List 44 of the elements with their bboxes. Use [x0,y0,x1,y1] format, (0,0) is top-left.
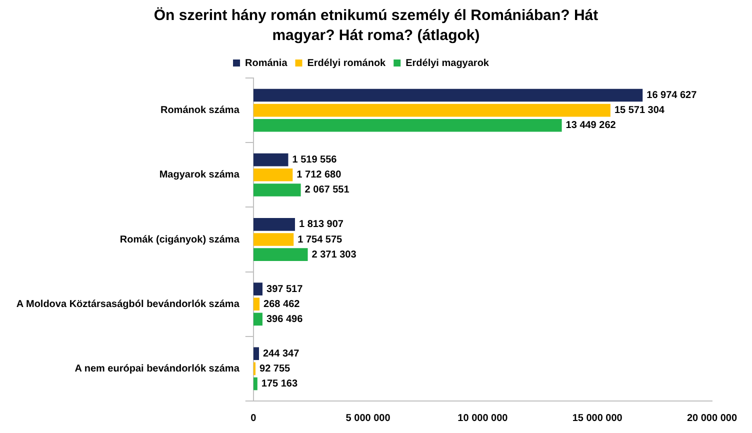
legend-label: Erdélyi románok [307,58,386,69]
x-tick-label: 5 000 000 [346,412,391,424]
y-tick-label: A Moldova Köztársaságból bevándorlók száma [16,298,240,310]
data-label: 2 067 551 [304,184,350,196]
data-label: 1 813 907 [298,219,344,230]
x-tick-label: 15 000 000 [572,412,623,424]
bar [253,104,610,117]
data-label: 2 371 303 [312,249,357,260]
data-label: 16 974 627 [646,90,698,101]
y-tick-label: Magyarok száma [159,170,240,181]
bar [253,312,262,326]
bar [253,282,263,296]
bar [253,248,308,261]
data-label: 1 754 575 [298,234,343,246]
data-label: 396 496 [266,314,304,325]
data-label: 92 755 [260,363,291,374]
bar [253,362,256,376]
bar [253,298,260,311]
legend-label: Románia [245,58,288,69]
data-label: 244 347 [262,348,300,360]
y-tick-label: A nem európai bevándorlók száma [74,363,240,374]
data-label: 397 517 [266,284,304,295]
x-tick-label: 20 000 000 [686,412,738,424]
bar [253,347,259,360]
y-tick-label: Romák (cigányok) száma [120,234,240,246]
bar [253,153,288,166]
bar [253,233,294,246]
data-label: 13 449 262 [566,120,616,132]
bar [253,184,301,196]
legend-label: Erdélyi magyarok [406,58,490,69]
x-tick-label: 0 [250,412,257,424]
y-tick-label: Románok száma [160,105,240,116]
data-label: 175 163 [261,378,298,390]
chart-title: Ön szerint hány román etnikumú személy él Romániában? Hát magyar? Hát roma? (átlagok) [152,6,600,46]
bar [253,88,643,102]
bar [253,377,258,390]
data-label: 268 462 [264,298,300,310]
data-label: 1 712 680 [296,170,342,181]
bar [253,168,293,182]
bar [253,218,295,231]
bar [253,118,562,132]
x-tick-label: 10 000 000 [458,412,508,424]
data-label: 15 571 304 [614,105,665,116]
data-label: 1 519 556 [292,154,338,166]
